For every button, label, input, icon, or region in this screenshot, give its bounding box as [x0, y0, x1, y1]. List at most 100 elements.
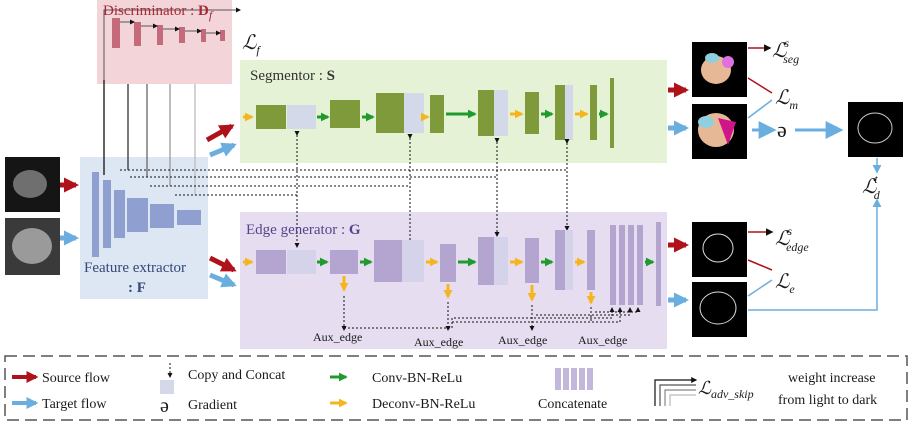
- losses-d-sup: t: [874, 172, 878, 186]
- feature-extractor-label: Feature extractor: [84, 260, 186, 276]
- block: [179, 27, 185, 43]
- block: [563, 368, 569, 390]
- label: ℒe: [775, 271, 795, 296]
- block: [525, 238, 539, 283]
- aux-edges-2: Aux_edge: [498, 333, 547, 347]
- losses-m-sub: m: [789, 98, 798, 112]
- block: [376, 93, 404, 133]
- losses-e-sub: e: [789, 282, 795, 296]
- block: [402, 240, 424, 282]
- losses-f-symbol: ℒ: [242, 32, 257, 54]
- shape: [13, 170, 47, 198]
- block: [220, 30, 225, 41]
- gradient-symbol: ə: [777, 117, 787, 142]
- arrow: [210, 275, 234, 285]
- losses-edge-sup: s: [787, 224, 792, 238]
- shape: [705, 53, 719, 63]
- block: [494, 237, 508, 285]
- shape: [12, 228, 52, 264]
- segmentor-symbol: S: [327, 68, 335, 84]
- block: [619, 225, 625, 305]
- shape: [722, 56, 734, 68]
- label: Edge generator : G: [246, 222, 361, 238]
- block: [177, 210, 201, 225]
- group: [555, 368, 593, 390]
- block: [287, 105, 316, 129]
- legend-gradient: Gradient: [188, 398, 237, 413]
- arrow: [207, 126, 232, 140]
- feature-extractor-symbol-line: : F: [128, 280, 146, 296]
- arrow: [748, 260, 772, 270]
- block: [494, 90, 508, 136]
- block: [637, 225, 643, 305]
- block: [587, 230, 595, 290]
- label: ℒsseg: [772, 36, 799, 66]
- legend-copy: Copy and Concat: [188, 368, 285, 383]
- block: [404, 93, 424, 133]
- losses-seg-sub: seg: [783, 52, 799, 66]
- label: ℒm: [775, 87, 798, 112]
- arrow: [748, 78, 772, 93]
- block: [330, 250, 358, 274]
- block: [114, 190, 125, 238]
- segmentor-label: Segmentor :: [250, 68, 323, 84]
- block: [201, 29, 206, 42]
- block: [587, 368, 593, 390]
- legend-adv-sub: adv_skip: [711, 387, 754, 401]
- gradient-symbol: ə: [160, 395, 169, 417]
- block: [92, 172, 99, 257]
- block: [590, 85, 597, 140]
- losses-seg-sup: s: [784, 36, 789, 50]
- block: [256, 250, 286, 274]
- discriminator-symbol: D: [198, 3, 209, 19]
- block: [374, 240, 402, 282]
- block: [287, 250, 316, 274]
- aux-edges-0: Aux_edge: [313, 330, 362, 344]
- legend-target: Target flow: [42, 397, 107, 412]
- losses-edge-sub: edge: [786, 240, 809, 254]
- block: [555, 85, 565, 140]
- block: [256, 105, 286, 129]
- block: [478, 90, 494, 136]
- edge-generator-label: Edge generator :: [246, 222, 345, 238]
- group: [655, 380, 696, 406]
- arrow: [210, 145, 234, 155]
- block: [656, 222, 661, 306]
- block: [112, 18, 120, 48]
- losses-e-symbol: ℒ: [775, 271, 790, 293]
- block: [330, 100, 360, 128]
- legend-adv-symbol: ℒ: [698, 378, 712, 398]
- block: [525, 92, 539, 134]
- discriminator-label: Discriminator :: [103, 3, 194, 19]
- block: [692, 222, 747, 277]
- block: [440, 244, 456, 282]
- legend-weight1: weight increase: [788, 371, 875, 386]
- edge-generator-symbol: G: [349, 222, 361, 238]
- label: ℒadv_skip: [698, 378, 754, 401]
- block: [555, 230, 565, 290]
- losses-f-sub: f: [256, 43, 261, 57]
- block: [565, 230, 573, 290]
- block: [160, 380, 174, 394]
- block: [150, 204, 174, 228]
- block: [555, 368, 561, 390]
- block: [610, 78, 614, 148]
- diagram: Discriminator : Df ℒf Feature extractor …: [0, 0, 912, 423]
- legend-source: Source flow: [42, 371, 111, 386]
- arrow: [748, 280, 772, 296]
- aux-edges-1: Aux_edge: [414, 335, 463, 349]
- block: [610, 225, 616, 305]
- arrow: [210, 258, 234, 270]
- arrow: [748, 200, 877, 310]
- legend-weight2: from light to dark: [778, 393, 877, 408]
- legend-concat: Concatenate: [538, 397, 607, 412]
- block: [565, 85, 573, 140]
- label: ℒf: [242, 32, 261, 57]
- legend-deconv: Deconv-BN-ReLu: [372, 397, 475, 412]
- block: [628, 225, 634, 305]
- block: [430, 95, 444, 133]
- block: [848, 102, 903, 157]
- losses-d-sub: d: [874, 188, 881, 202]
